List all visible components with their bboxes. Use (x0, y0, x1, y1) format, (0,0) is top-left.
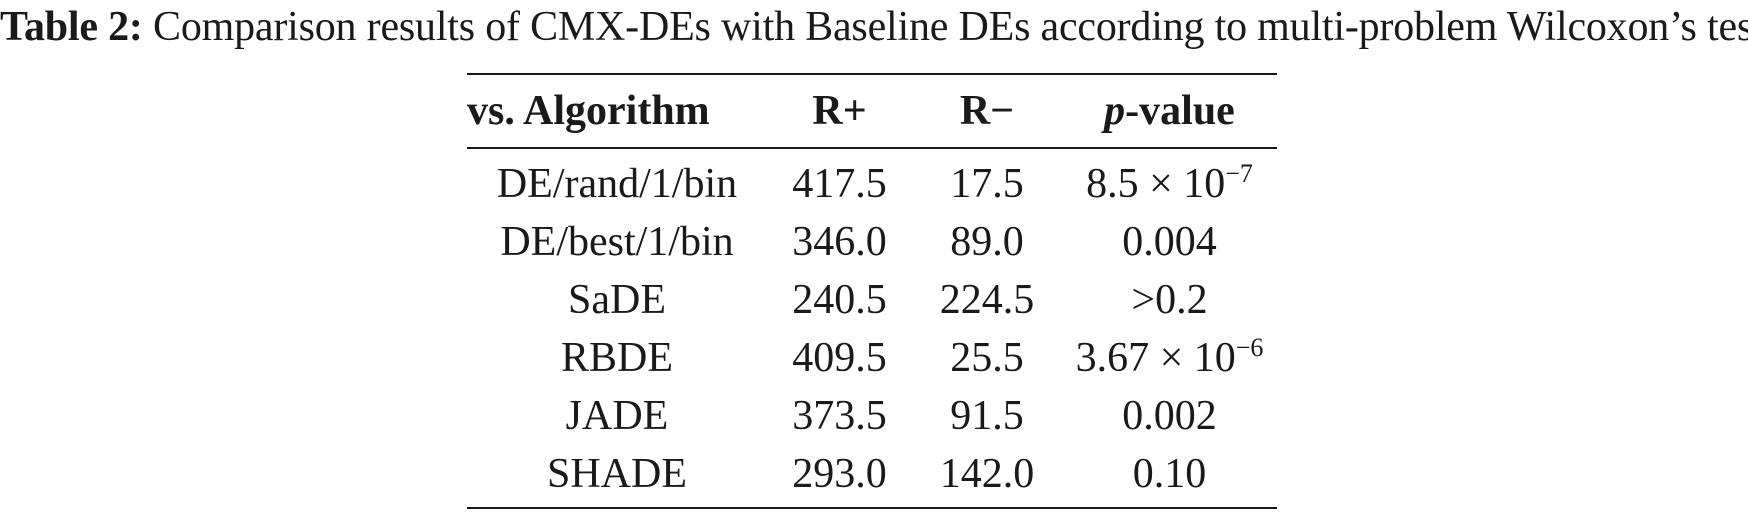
header-p-rest: -value (1125, 88, 1235, 134)
cell-r-minus: 224.5 (939, 277, 1035, 323)
cell-r-minus: 89.0 (950, 219, 1024, 265)
cell-p-value: >0.2 (1062, 271, 1277, 329)
p-value-base: 0.10 (1132, 451, 1207, 497)
cell-r-minus: 91.5 (950, 393, 1024, 439)
table-row: SHADE 293.0 142.0 0.10 (467, 445, 1277, 509)
table-row: RBDE 409.5 25.5 3.67 × 10−6 (467, 329, 1277, 387)
cell-r-plus: 373.5 (792, 393, 887, 439)
caption-text: Comparison results of CMX-DEs with Basel… (153, 4, 1748, 50)
results-table-container: vs. Algorithm R+ R− p-value DE/rand/1/bi… (467, 73, 1277, 509)
cell-p-value: 0.10 (1062, 445, 1277, 509)
table-row: DE/rand/1/bin 417.5 17.5 8.5 × 10−7 (467, 148, 1277, 213)
cell-r-plus: 417.5 (792, 161, 887, 207)
cell-algorithm: SHADE (467, 445, 767, 509)
cell-r-plus: 240.5 (792, 277, 887, 323)
cell-algorithm: DE/best/1/bin (500, 219, 734, 265)
p-value-base: >0.2 (1131, 277, 1208, 323)
table-caption: Table 2: Comparison results of CMX-DEs w… (0, 2, 1748, 52)
header-p-italic: p (1104, 88, 1126, 134)
table-header-row: vs. Algorithm R+ R− p-value (467, 73, 1277, 149)
cell-p-value: 3.67 × 10−6 (1062, 329, 1277, 387)
p-value-base: 0.004 (1122, 219, 1217, 265)
cell-p-value: 8.5 × 10−7 (1062, 148, 1277, 213)
cell-r-plus: 409.5 (792, 335, 887, 381)
cell-algorithm: DE/rand/1/bin (496, 161, 738, 207)
cell-p-value: 0.004 (1062, 213, 1277, 271)
table-row: JADE 373.5 91.5 0.002 (467, 387, 1277, 445)
header-p-value: p-value (1062, 73, 1277, 149)
header-r-plus: R+ (767, 73, 912, 149)
table-row: SaDE 240.5 224.5 >0.2 (467, 271, 1277, 329)
p-value-base: 0.002 (1122, 393, 1217, 439)
p-value-exponent: −7 (1225, 159, 1253, 188)
cell-r-minus: 17.5 (950, 161, 1024, 207)
cell-r-plus: 293.0 (767, 445, 912, 509)
cell-algorithm: SaDE (568, 277, 666, 323)
header-r-minus: R− (912, 73, 1062, 149)
cell-r-plus: 346.0 (792, 219, 887, 265)
header-algorithm: vs. Algorithm (467, 73, 767, 149)
table-row: DE/best/1/bin 346.0 89.0 0.004 (467, 213, 1277, 271)
cell-r-minus: 142.0 (912, 445, 1062, 509)
results-table: vs. Algorithm R+ R− p-value DE/rand/1/bi… (467, 73, 1277, 509)
p-value-base: 3.67 × 10 (1075, 335, 1236, 381)
cell-algorithm: JADE (565, 393, 669, 439)
cell-p-value: 0.002 (1062, 387, 1277, 445)
p-value-base: 8.5 × 10 (1086, 161, 1226, 207)
cell-algorithm: RBDE (560, 335, 673, 381)
cell-r-minus: 25.5 (950, 335, 1024, 381)
caption-label: Table 2: (0, 4, 143, 50)
p-value-exponent: −6 (1235, 333, 1264, 362)
